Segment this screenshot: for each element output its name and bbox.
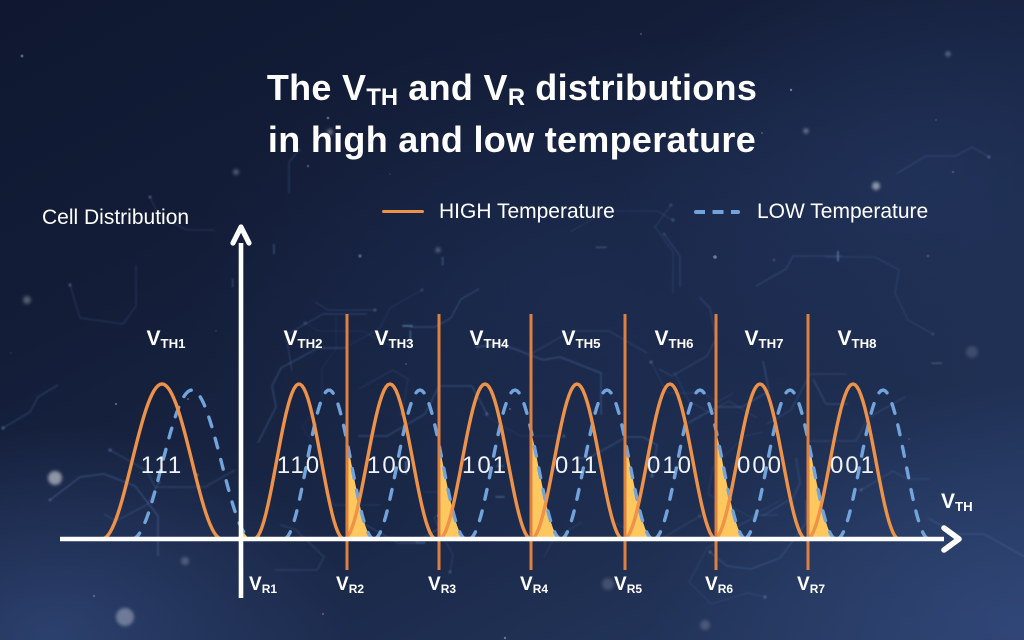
vth-label-th2: VTH2 xyxy=(283,327,323,352)
high-temp-curves xyxy=(100,382,901,541)
overlap-area-011 xyxy=(625,439,653,539)
overlap-area-111 xyxy=(241,527,252,539)
low-temp-curve-000 xyxy=(742,388,838,541)
state-bits-label-101: 101 xyxy=(461,452,509,479)
legend-label-low-temperature: LOW Temperature xyxy=(757,200,929,223)
overlap-area-000 xyxy=(808,439,836,539)
low-temp-curve-110 xyxy=(282,388,376,541)
bokeh-dots xyxy=(23,51,978,630)
state-bits-label-110: 110 xyxy=(276,452,322,479)
title-subscript: TH xyxy=(366,84,398,112)
title-text: and V xyxy=(398,67,508,108)
y-axis-title: Cell Distribution xyxy=(42,206,190,229)
read-voltage-label-r4: VR4 xyxy=(520,574,548,596)
state-bits-label-010: 010 xyxy=(646,452,694,479)
title-line-1: The VTH and VR distributions xyxy=(0,64,1024,116)
page-title: The VTH and VR distributions in high and… xyxy=(0,64,1024,163)
overlap-area-010 xyxy=(716,430,746,539)
legend-low-dashed-line-icon xyxy=(694,210,740,214)
read-voltage-label-r5: VR5 xyxy=(614,574,642,596)
high-temp-curve-010 xyxy=(622,382,718,541)
overlap-area-110 xyxy=(347,441,374,539)
low-temp-curve-011 xyxy=(559,388,655,541)
title-line-2: in high and low temperature xyxy=(267,119,757,160)
vth-label-th6: VTH6 xyxy=(654,327,694,352)
low-temp-curve-001 xyxy=(835,388,931,541)
low-temp-curve-111 xyxy=(130,388,254,541)
read-voltage-label-r2: VR2 xyxy=(336,574,364,596)
low-temp-curve-100 xyxy=(372,388,468,541)
read-voltage-label-r6: VR6 xyxy=(705,574,733,596)
title-subscript: R xyxy=(507,84,525,112)
state-bits-label-111: 111 xyxy=(140,452,184,479)
legend-label-high-temperature: HIGH Temperature xyxy=(439,200,615,223)
read-voltage-label-r1: VR1 xyxy=(249,574,277,596)
x-axis-label: VTH xyxy=(941,490,973,515)
vth-label-th5: VTH5 xyxy=(561,327,601,352)
read-voltage-label-r3: VR3 xyxy=(428,574,456,596)
state-bits-label-100: 100 xyxy=(366,452,414,479)
circuit-traces xyxy=(1,145,1024,605)
low-temp-curve-010 xyxy=(652,388,748,541)
vth-label-th4: VTH4 xyxy=(469,327,509,352)
overlap-area-100 xyxy=(439,444,466,539)
background-specks xyxy=(10,32,955,640)
x-axis-arrowhead-icon xyxy=(941,525,962,553)
vth-label-th8: VTH8 xyxy=(837,327,877,352)
vth-label-th1: VTH1 xyxy=(146,327,186,352)
vth-label-th3: VTH3 xyxy=(374,327,414,352)
high-temp-curve-111 xyxy=(100,382,224,541)
read-voltage-label-r7: VR7 xyxy=(797,574,825,596)
state-bits-label-001: 001 xyxy=(829,452,877,479)
state-bits-label-011: 011 xyxy=(554,452,600,479)
overlap-area-101 xyxy=(531,430,561,539)
legend-high-line-icon xyxy=(382,210,424,213)
low-temp-curves xyxy=(130,388,931,541)
read-voltage-lines xyxy=(345,314,810,570)
low-temp-curve-101 xyxy=(467,388,563,541)
title-text: The V xyxy=(266,67,367,108)
overlap-areas xyxy=(241,430,836,539)
axes xyxy=(60,224,962,598)
state-bits-label-000: 000 xyxy=(736,452,784,479)
high-temp-curve-011 xyxy=(529,382,625,541)
high-temp-curve-101 xyxy=(437,382,533,541)
high-temp-curve-110 xyxy=(252,382,346,541)
high-temp-curve-100 xyxy=(342,382,438,541)
vth-label-th7: VTH7 xyxy=(744,327,784,352)
high-temp-curve-000 xyxy=(712,382,808,541)
title-text: distributions xyxy=(524,67,758,108)
high-temp-curve-001 xyxy=(805,382,901,541)
y-axis-arrowhead-icon xyxy=(230,224,252,246)
